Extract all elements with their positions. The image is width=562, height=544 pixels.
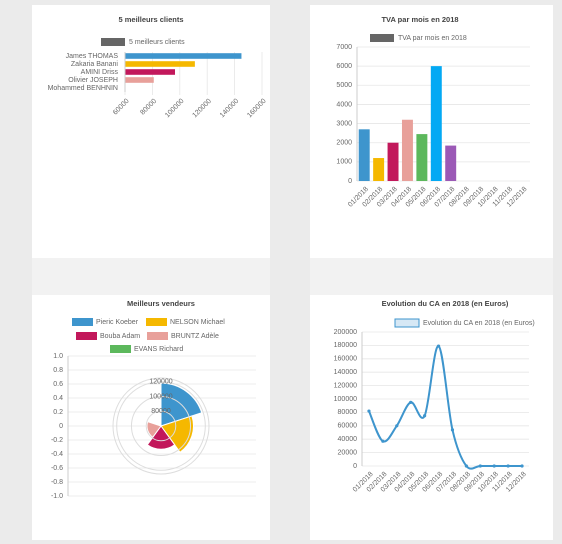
chart-title: TVA par mois en 2018	[381, 15, 458, 24]
legend-label: Pieric Koeber	[96, 319, 139, 326]
y-tick-label: 160000	[334, 356, 357, 363]
y-tick-label: 7000	[336, 44, 352, 51]
legend-swatch	[370, 34, 394, 42]
bar	[430, 66, 442, 181]
y-tick-label: 0.8	[53, 367, 63, 374]
y-tick-label: 60000	[338, 423, 358, 430]
polar-sector	[146, 421, 162, 439]
y-tick-label: 0.2	[53, 409, 63, 416]
legend-label: TVA par mois en 2018	[398, 35, 467, 42]
y-tick-label: AMINI Driss	[81, 69, 119, 76]
legend-swatch	[110, 345, 131, 353]
chart-title: Meilleurs vendeurs	[127, 299, 195, 308]
chart-title: 5 meilleurs clients	[118, 15, 183, 24]
y-tick-label: 40000	[338, 436, 358, 443]
y-tick-label: 0	[348, 178, 352, 185]
legend-swatch	[72, 318, 93, 326]
legend-swatch	[147, 332, 168, 340]
legend-swatch	[394, 318, 420, 328]
y-tick-label: 1000	[336, 159, 352, 166]
y-tick-label: Olivier JOSEPH	[68, 77, 118, 84]
bar	[373, 158, 385, 181]
r-tick-label: 120000	[149, 379, 172, 386]
panel-gap	[310, 258, 553, 295]
y-tick-label: 1.0	[53, 353, 63, 360]
y-tick-label: -0.2	[51, 437, 63, 444]
point	[520, 464, 524, 468]
panel-gap	[32, 258, 270, 295]
polar-ring	[145, 410, 177, 442]
legend-label: EVANS Richard	[134, 346, 183, 353]
y-tick-label: 3000	[336, 120, 352, 127]
y-tick-label: 0	[353, 463, 357, 470]
point	[464, 464, 468, 468]
bar	[416, 134, 428, 181]
bar	[125, 61, 195, 67]
point	[492, 464, 496, 468]
y-tick-label: -1.0	[51, 493, 63, 500]
bar	[401, 119, 413, 181]
y-tick-label: 4000	[336, 101, 352, 108]
point	[450, 428, 455, 432]
polar-ring	[130, 395, 192, 457]
point	[381, 439, 385, 443]
y-tick-label: -0.6	[51, 465, 63, 472]
r-tick-label: 80000	[151, 408, 171, 415]
legend-swatch	[146, 318, 167, 326]
panel	[32, 5, 270, 258]
point	[409, 400, 413, 404]
bar	[358, 129, 370, 181]
legend-label: NELSON Michael	[170, 319, 225, 326]
y-tick-label: 2000	[336, 140, 352, 147]
point	[423, 414, 427, 418]
bar	[387, 142, 399, 181]
point	[506, 464, 510, 468]
y-tick-label: -0.8	[51, 479, 63, 486]
point	[395, 424, 399, 428]
r-tick-label: 100000	[149, 393, 172, 400]
point	[367, 409, 371, 413]
y-tick-label: 200000	[334, 329, 357, 336]
y-tick-label: 100000	[334, 396, 357, 403]
polar-sector	[146, 425, 176, 450]
y-tick-label: James THOMAS	[66, 53, 119, 60]
y-tick-label: 5000	[336, 82, 352, 89]
y-tick-label: 140000	[334, 369, 357, 376]
bar	[125, 77, 154, 83]
legend-label: BRUNTZ Adèle	[171, 333, 219, 340]
y-tick-label: 80000	[338, 409, 358, 416]
legend-swatch	[76, 332, 97, 340]
legend-swatch	[101, 38, 125, 46]
polar-ring	[112, 377, 210, 475]
bar	[125, 53, 242, 59]
point	[478, 464, 482, 468]
y-tick-label: 20000	[338, 449, 358, 456]
polar-ring	[116, 381, 206, 471]
panel	[310, 295, 553, 540]
y-tick-label: 0.4	[53, 395, 63, 402]
y-tick-label: 0	[59, 423, 63, 430]
y-tick-label: Mohammed BENHNIN	[48, 85, 118, 92]
chart-title: Evolution du CA en 2018 (en Euros)	[382, 299, 509, 308]
y-tick-label: 6000	[336, 63, 352, 70]
y-tick-label: Zakaria Banani	[71, 61, 119, 68]
legend-label: Bouba Adam	[100, 333, 140, 340]
y-tick-label: 120000	[334, 382, 357, 389]
bar	[445, 145, 457, 181]
point	[436, 344, 441, 348]
y-tick-label: -0.4	[51, 451, 63, 458]
legend-label: Evolution du CA en 2018 (en Euros)	[423, 320, 535, 327]
y-tick-label: 180000	[334, 342, 357, 349]
y-tick-label: 0.6	[53, 381, 63, 388]
legend-label: 5 meilleurs clients	[129, 39, 185, 46]
bar	[125, 69, 176, 75]
